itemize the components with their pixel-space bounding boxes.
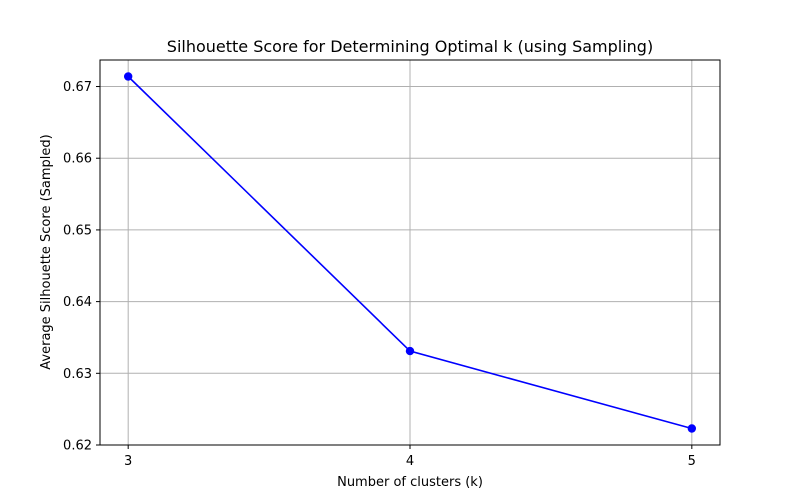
- y-tick-label: 0.64: [63, 295, 92, 310]
- chart-title: Silhouette Score for Determining Optimal…: [167, 37, 653, 56]
- x-tick-label: 4: [406, 454, 414, 469]
- data-point: [123, 72, 133, 81]
- y-tick-label: 0.63: [63, 367, 92, 382]
- data-point: [687, 424, 697, 433]
- grid: [100, 60, 720, 446]
- y-tick-label: 0.66: [63, 152, 92, 167]
- data-point: [405, 346, 415, 356]
- series-layer: [123, 72, 697, 433]
- x-tick-label: 5: [688, 454, 696, 469]
- axis-ticks: 3 4 5 0.62 0.63 0.64 0.65 0.66 0.67: [63, 80, 696, 469]
- y-tick-label: 0.62: [63, 439, 92, 454]
- y-tick-label: 0.67: [63, 80, 92, 95]
- x-tick-label: 3: [124, 454, 132, 469]
- plot-frame: [99, 59, 721, 446]
- x-axis-label: Number of clusters (k): [337, 475, 483, 490]
- y-axis-label: Average Silhouette Score (Sampled): [39, 134, 54, 369]
- y-tick-label: 0.65: [63, 223, 92, 238]
